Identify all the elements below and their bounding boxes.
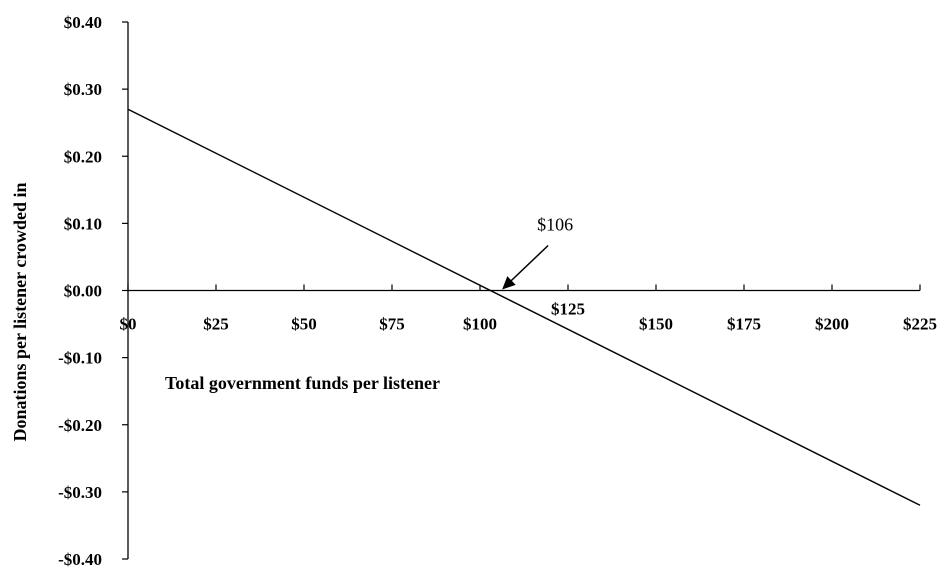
y-tick-label: $0.20 [64, 147, 102, 166]
y-axis-ticks: $0.40 $0.30 $0.20 $0.10 $0.00 -$0.10 -$0.20 -$0… [58, 13, 128, 569]
y-tick-label: -$0.40 [58, 550, 102, 569]
x-tick-label: $125 [551, 300, 585, 319]
x-tick-label: $175 [727, 315, 761, 334]
x-tick-label: $100 [463, 315, 497, 334]
annotation-label: $106 [537, 215, 573, 235]
x-axis-ticks: $0 $25 $50 $75 $100$125$150 $175 $200 $225 [120, 284, 937, 334]
y-tick-label: $0.30 [64, 80, 102, 99]
y-tick-label: $0.00 [64, 282, 102, 301]
x-tick-label: $200 [815, 315, 849, 334]
annotation-arrow-shaft [504, 244, 549, 288]
x-tick-label: $150 [639, 315, 673, 334]
y-tick-label: -$0.20 [58, 416, 102, 435]
series-line [127, 108, 921, 506]
series-group [127, 108, 921, 506]
y-tick-label: -$0.30 [58, 483, 102, 502]
x-axis-label: Total government funds per listener [165, 373, 440, 393]
y-axis-label: Donations per listener crowded in [10, 182, 30, 441]
annotation-arrow-head [502, 276, 516, 290]
x-tick-label: $25 [203, 315, 229, 334]
y-tick-label: $0.40 [64, 13, 102, 32]
x-tick-label: $50 [291, 315, 317, 334]
x-tick-label: $225 [903, 315, 937, 334]
x-tick-label: $75 [379, 315, 405, 334]
y-tick-label: $0.10 [64, 214, 102, 233]
y-tick-label: -$0.10 [58, 349, 102, 368]
annotations-group: $106 [502, 215, 573, 290]
